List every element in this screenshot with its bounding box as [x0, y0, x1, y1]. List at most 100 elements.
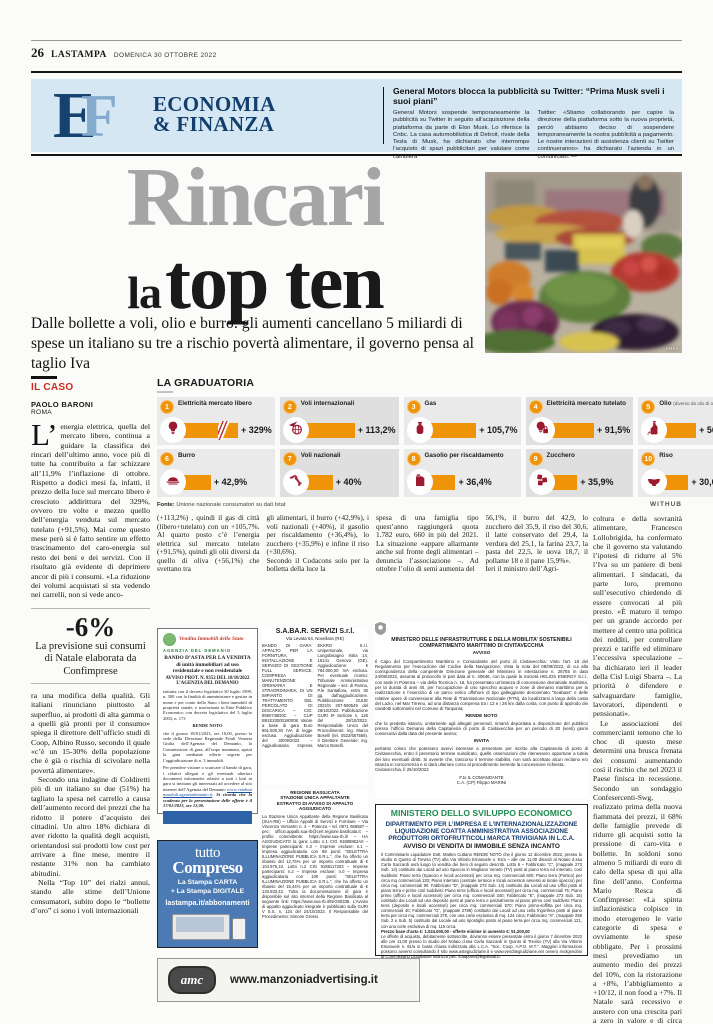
plane-globe-icon	[288, 420, 304, 441]
withub-credit: WITHUB	[650, 501, 682, 508]
basilicata-body: La Stazione Unica Appaltante della Regio…	[262, 813, 368, 919]
item-bar	[304, 422, 355, 438]
market-photo: ANSA	[485, 172, 682, 353]
sabar-body: BANDO DI GARA: APPALTO PER LA FORNITURA,…	[262, 642, 368, 748]
civitavecchia-rende-noto: RENDE NOTO	[465, 713, 498, 719]
graduatoria-source: Fonte: Unione nazionale consumatori su d…	[157, 501, 286, 508]
item-label-wrap: Olio (diverso da olio di oliva)	[659, 400, 713, 408]
gas-bottle-icon	[412, 420, 428, 441]
item-label: Gasolio per riscaldamento	[424, 452, 504, 459]
item-bar	[428, 422, 477, 438]
drop-cap: L’	[31, 417, 58, 452]
item-label: Gas	[424, 400, 437, 407]
demanio-agency-strip: AGENZIA DEL DEMANIO	[163, 648, 232, 653]
item-bar	[550, 474, 578, 490]
manzoni-url[interactable]: www.manzoniadvertising.it	[230, 974, 378, 986]
mise-h1: MINISTERO DELLO SVILUPPO ECONOMICO	[390, 808, 573, 818]
item-label: Riso	[659, 452, 673, 459]
ef-logo: E F	[53, 83, 118, 149]
mise-notice: MINISTERO DELLO SVILUPPO ECONOMICO DIPAR…	[375, 804, 588, 959]
item-label: Voli internazionali	[300, 400, 355, 407]
left-column-paragraphs: ra una modifica della qualità. Gli itali…	[31, 691, 150, 915]
gm-article-col1: General Motors sospende temporaneamente …	[393, 110, 530, 160]
item-value: + 329%	[241, 425, 272, 435]
tutto-compreso-line2: Compreso	[172, 858, 243, 877]
section-banner: E F ECONOMIA & FINANZA General Motors bl…	[31, 79, 682, 160]
state-emblem-icon	[375, 622, 386, 635]
sabar-name: S.A.BA.R. SERVIZI S.r.l.	[275, 628, 355, 635]
graduatoria-item: 3 Gas + 105,7%	[403, 397, 521, 445]
section-line1: ECONOMIA	[153, 92, 276, 116]
subscription-url[interactable]: lastampa.it/abbonamenti	[165, 898, 250, 907]
sugar-cubes-icon	[534, 472, 550, 493]
civitavecchia-notice: MINISTERO DELLE INFRASTRUTTURE E DELLA M…	[375, 622, 588, 798]
graduatoria-item: 6 Burro + 42,9%	[157, 449, 275, 497]
article-paragraph: Nella “Top 10” dei rialzi annui, stando …	[31, 877, 150, 915]
section-line2: & FINANZA	[153, 112, 275, 136]
page-number: 26	[31, 45, 44, 60]
rank-badge: 1	[160, 400, 174, 414]
article-column: (+113,2%) , quindi il gas di città (libe…	[157, 513, 260, 573]
devices-illustration	[168, 912, 248, 942]
lightbulb-lock-icon	[534, 420, 550, 441]
item-value: + 91,5%	[596, 425, 631, 435]
item-label: Olio	[659, 400, 672, 407]
banner-divider	[383, 87, 384, 144]
lastampa-subscription-ad[interactable]: tutto Compreso La Stampa CARTA + La Stam…	[157, 840, 258, 948]
demanio-rende-noto: RENDE NOTO	[192, 723, 223, 729]
headline-line2-big: top ten	[164, 238, 385, 325]
oil-bottle-icon	[646, 420, 662, 441]
item-label: Elettricità mercato tutelato	[546, 400, 626, 407]
demanio-blue-banner	[163, 811, 252, 825]
demanio-deadline: Si ricorda che la scadenza per la presen…	[163, 792, 252, 808]
item-value: + 30,6%	[691, 477, 713, 487]
item-rank: 5	[646, 403, 651, 411]
rule-above-banner	[31, 71, 682, 73]
gm-article-title: General Motors blocca la pubblicità su T…	[393, 86, 665, 106]
manzoni-ad-strip[interactable]: amc www.manzoniadvertising.it	[157, 958, 420, 1002]
plane-italy-icon	[288, 472, 304, 493]
item-bar	[304, 474, 333, 490]
graduatoria-item: 5 Olio (diverso da olio di oliva) + 56,1…	[638, 397, 713, 445]
graduatoria-item: 10 Riso + 30,6%	[638, 449, 713, 497]
graduatoria-item: 9 Zucchero + 35,9%	[525, 449, 634, 497]
basilicata-h2: STAZIONE UNICA APPALTANTE	[280, 795, 350, 801]
item-value: + 56,1%	[699, 425, 713, 435]
rank-badge: 3	[406, 400, 421, 414]
item-note: (diverso da olio di oliva)	[673, 401, 713, 406]
lead-text: energia elettrica, quella del mercato li…	[31, 422, 150, 600]
kicker-rule	[31, 376, 57, 379]
rank-badge: 8	[406, 452, 421, 466]
item-bar	[663, 474, 689, 490]
headline-line1: Rincari	[126, 151, 386, 244]
article-column: gli alimentari, il burro (+42,9%), i vol…	[266, 513, 370, 573]
item-label: Elettricità mercato libero	[178, 400, 252, 407]
demanio-body3: Per prendere visione o scaricare il band…	[163, 765, 252, 808]
item-label-wrap: Riso	[659, 452, 673, 460]
stat-caption: La previsione sui consumi di Natale elab…	[35, 640, 146, 677]
subheadline: Dalle bollette a voli, olio e burro: gli…	[31, 315, 474, 372]
basilicata-h1: REGIONE BASILICATA	[290, 790, 340, 795]
item-rank: 3	[411, 403, 416, 411]
rank-badge: 6	[160, 452, 174, 466]
civitavecchia-signature: F.to IL COMANDANTE C.A. (CP) Filippo MARI…	[456, 774, 507, 785]
stat-rule-bottom	[31, 683, 150, 685]
item-label-wrap: Gas	[425, 400, 437, 408]
item-rank: 9	[533, 455, 538, 463]
civitavecchia-h1: MINISTERO DELLE INFRASTRUTTURE E DELLA M…	[391, 637, 572, 644]
item-value: + 113,2%	[357, 425, 396, 435]
rank-badge: 2	[282, 400, 297, 414]
rank-badge: 5	[641, 400, 656, 414]
item-rank: 2	[287, 403, 292, 411]
mise-h2: DIPARTIMENTO PER L’IMPRESA E L’INTERNAZI…	[385, 820, 578, 842]
demanio-title: BANDO D’ASTA PER LA VENDITA di unità imm…	[164, 655, 251, 674]
article-paragraph: Secondo una indagine di Coldiretti più d…	[31, 775, 150, 878]
mise-price-line: Prezzo base d’asta €: 1.024.000,00 - off…	[381, 928, 530, 934]
masthead: LASTAMPA	[51, 50, 107, 60]
stat-rule-top	[31, 607, 150, 609]
byline: PAOLO BARONI	[31, 400, 94, 409]
mise-body1: Il Commissario Liquidatore Dott. Matteo …	[381, 852, 582, 929]
demanio-link[interactable]: www.venditaimmobili.agenziademanio.it	[163, 786, 252, 798]
article-paragraph: ra una modifica della qualità. Gli itali…	[31, 691, 150, 775]
item-bar	[663, 422, 697, 438]
